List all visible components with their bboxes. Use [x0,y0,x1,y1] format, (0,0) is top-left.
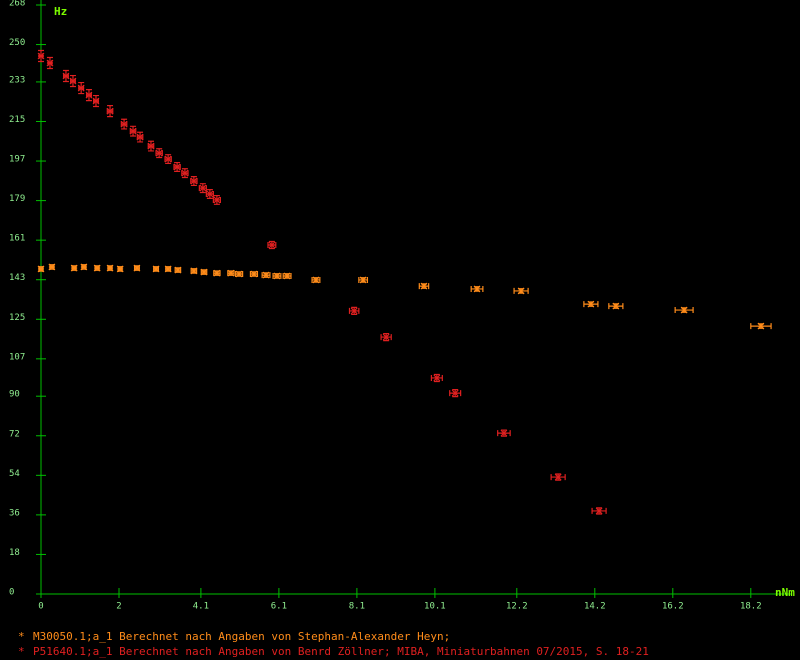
point [120,120,128,128]
y-tick-label: 54 [9,469,20,479]
point [80,263,88,271]
point [262,271,270,279]
point [164,155,172,163]
y-tick-label: 161 [9,234,25,244]
legend-entry: M30050.1;a_1 Berechnet nach Angaben von … [33,630,450,643]
legend-entry: P51640.1;a_1 Berechnet nach Angaben von … [33,645,649,658]
point [136,133,144,141]
point [164,265,172,273]
point [174,266,182,274]
y-tick-label: 233 [9,75,25,85]
point [85,91,93,99]
point [48,263,56,271]
point [77,84,85,92]
point [235,270,243,278]
point [587,300,595,308]
x-tick-label: 4.1 [193,602,209,612]
point [451,389,459,397]
legend-marker: * [18,630,25,643]
point [147,142,155,150]
point [206,190,214,198]
point [129,127,137,135]
point [283,272,291,280]
point [420,282,428,290]
point [250,270,258,278]
x-tick-label: 2 [116,602,121,612]
y-tick-label: 215 [9,115,25,125]
point [173,163,181,171]
point [227,269,235,277]
point [70,264,78,272]
point [757,322,765,330]
point [359,276,367,284]
point [155,149,163,157]
point [116,265,124,273]
point [350,307,358,315]
x-tick-label: 6.1 [271,602,287,612]
point [500,429,508,437]
point [312,276,320,284]
x-axis-label: nNm [775,586,795,599]
point [46,59,54,67]
y-tick-label: 268 [9,0,25,9]
point [268,241,276,249]
y-tick-label: 107 [9,352,25,362]
x-tick-label: 12.2 [506,602,528,612]
point [554,473,562,481]
y-tick-label: 197 [9,155,25,165]
y-axis-label: Hz [54,5,67,18]
x-tick-label: 8.1 [349,602,365,612]
point [382,333,390,341]
point [473,285,481,293]
point [181,169,189,177]
point [612,302,620,310]
x-tick-label: 18.2 [740,602,762,612]
x-tick-label: 14.2 [584,602,606,612]
point [106,107,114,115]
x-tick-label: 0 [38,602,43,612]
y-tick-label: 72 [9,429,20,439]
y-tick-label: 143 [9,273,25,283]
point [69,77,77,85]
point [595,507,603,515]
y-tick-label: 36 [9,508,20,518]
point [680,306,688,314]
point [62,72,70,80]
y-tick-label: 125 [9,313,25,323]
point [93,264,101,272]
point [199,184,207,192]
point [37,265,45,273]
point [133,264,141,272]
y-tick-label: 90 [9,390,20,400]
point [37,52,45,60]
y-tick-label: 250 [9,38,25,48]
point [190,267,198,275]
point [273,272,281,280]
y-tick-label: 0 [9,588,14,598]
point [190,177,198,185]
point [433,374,441,382]
legend-marker: * [18,645,25,658]
point [200,268,208,276]
point [106,264,114,272]
point [92,97,100,105]
y-tick-label: 179 [9,194,25,204]
point [517,287,525,295]
point [213,196,221,204]
point [152,265,160,273]
x-tick-label: 10.1 [424,602,446,612]
x-tick-label: 16.2 [662,602,684,612]
y-tick-label: 18 [9,548,20,558]
point [213,269,221,277]
